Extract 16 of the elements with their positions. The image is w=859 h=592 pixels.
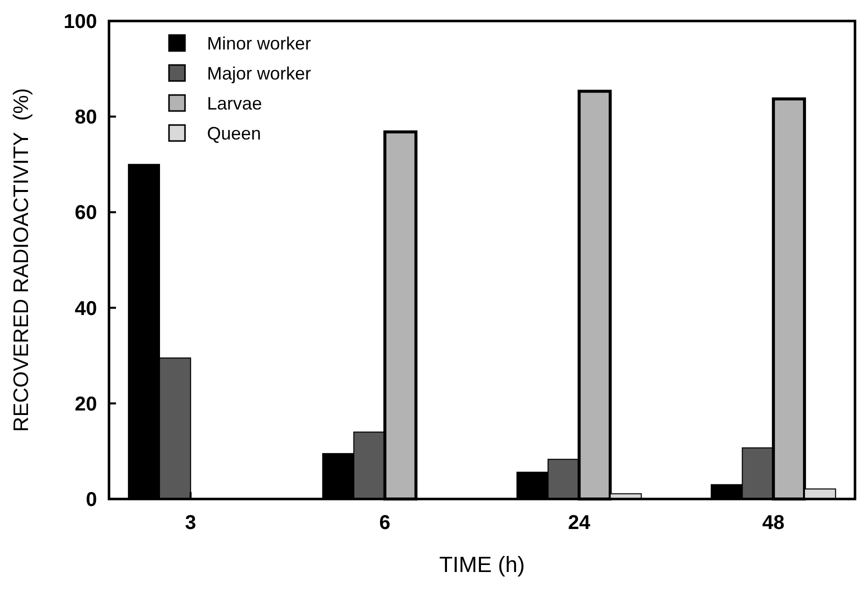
legend-label: Major worker (207, 63, 312, 84)
y-tick-label: 0 (86, 489, 97, 511)
x-tick-label: 48 (762, 512, 785, 534)
y-tick-label: 60 (74, 202, 97, 224)
legend-label: Queen (207, 123, 262, 144)
y-axis-title: RECOVERED RADIOACTIVITY (%) (10, 88, 33, 432)
x-tick-label: 6 (379, 512, 390, 534)
y-tick-label: 20 (74, 393, 97, 416)
y-tick-label: 40 (74, 298, 97, 320)
y-tick-label: 100 (64, 11, 97, 33)
x-tick-label: 3 (185, 512, 196, 534)
legend-label: Larvae (207, 93, 262, 114)
legend-label: Minor worker (207, 33, 312, 54)
x-tick-label: 24 (568, 512, 592, 534)
y-tick-label: 80 (74, 106, 97, 129)
x-axis-title: TIME (h) (439, 552, 525, 577)
